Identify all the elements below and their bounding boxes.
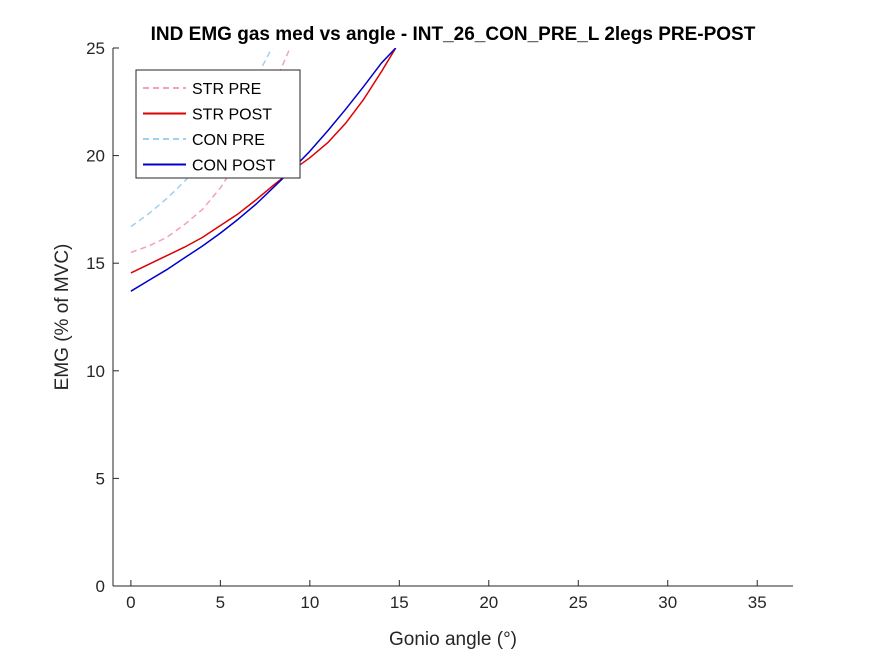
series-line-3 <box>130 48 397 292</box>
axes <box>112 48 793 587</box>
x-tick-label: 20 <box>479 593 498 612</box>
legend: STR PRE STR POST CON PRE CON POST <box>135 69 301 179</box>
x-tick-label: 5 <box>216 593 225 612</box>
chart-title: IND EMG gas med vs angle - INT_26_CON_PR… <box>151 24 756 45</box>
x-tick-label: 30 <box>658 593 677 612</box>
legend-label-2: CON PRE <box>192 132 265 149</box>
y-tick-label: 5 <box>96 469 105 488</box>
x-axis-label: Gonio angle (°) <box>389 629 517 650</box>
y-tick-label: 25 <box>86 39 105 58</box>
series-line-1 <box>130 48 397 274</box>
legend-label-1: STR POST <box>192 107 272 124</box>
y-tick-label: 15 <box>86 254 105 273</box>
x-tick-label: 10 <box>300 593 319 612</box>
x-tick-label: 0 <box>126 593 135 612</box>
y-tick-label: 0 <box>96 577 105 596</box>
x-tick-label: 35 <box>748 593 767 612</box>
legend-label-3: CON POST <box>192 158 276 175</box>
ticks: 0 5 10 15 20 25 30 35 0 5 10 15 20 25 <box>86 39 767 612</box>
y-axis-label: EMG (% of MVC) <box>52 244 73 391</box>
y-tick-label: 20 <box>86 147 105 166</box>
x-tick-label: 15 <box>390 593 409 612</box>
x-tick-label: 25 <box>569 593 588 612</box>
legend-label-0: STR PRE <box>192 81 261 98</box>
y-tick-label: 10 <box>86 362 105 381</box>
